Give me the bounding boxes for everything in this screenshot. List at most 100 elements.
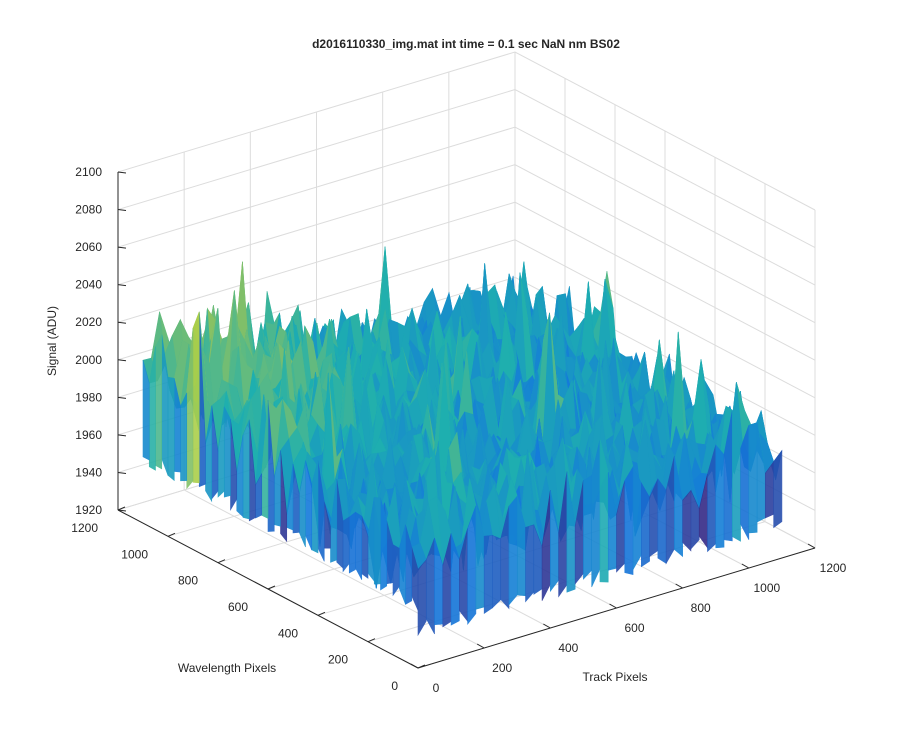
surface-skirt bbox=[373, 497, 381, 585]
surface-skirt bbox=[336, 479, 344, 569]
surface-skirt bbox=[255, 473, 263, 519]
surface-skirt bbox=[230, 419, 238, 511]
surface-skirt bbox=[180, 392, 188, 482]
surface-skirt bbox=[205, 405, 213, 503]
z-tick-label: 2020 bbox=[75, 315, 102, 329]
y-tick bbox=[367, 638, 376, 643]
surface-skirt bbox=[674, 455, 683, 558]
y-tick bbox=[267, 585, 276, 590]
surface-skirt bbox=[223, 406, 231, 498]
surface-skirt bbox=[583, 474, 592, 580]
z-tick bbox=[117, 284, 127, 287]
surface-skirt bbox=[342, 516, 350, 573]
surface-skirt bbox=[380, 497, 388, 591]
y-tick-label: 200 bbox=[328, 653, 348, 667]
surface-skirt bbox=[355, 511, 363, 580]
grid-line-z bbox=[117, 126, 816, 286]
z-tick-label: 2080 bbox=[75, 203, 102, 217]
surface-skirt bbox=[748, 422, 758, 534]
tick-labels: 1920194019601980200020202040206020802100… bbox=[71, 165, 846, 695]
z-tick bbox=[117, 359, 127, 362]
x-tick bbox=[741, 563, 750, 569]
surface-skirt bbox=[398, 524, 406, 605]
surface-skirt bbox=[624, 465, 634, 575]
surface-skirt bbox=[198, 311, 206, 488]
z-tick bbox=[117, 209, 127, 212]
surface-skirt bbox=[500, 506, 510, 610]
surface-skirt bbox=[715, 444, 725, 549]
z-axis-label: Signal (ADU) bbox=[45, 306, 59, 376]
x-axis-label: Track Pixels bbox=[583, 670, 648, 684]
surface-skirt bbox=[450, 533, 460, 626]
z-tick bbox=[117, 434, 127, 437]
surface-skirt bbox=[690, 490, 700, 550]
surface-skirt bbox=[292, 463, 300, 534]
surface-skirt bbox=[242, 419, 250, 520]
grid-line-z bbox=[117, 89, 816, 248]
surface-skirt bbox=[467, 505, 477, 625]
z-tick-label: 1980 bbox=[75, 390, 102, 404]
x-tick bbox=[675, 583, 683, 589]
y-tick-label: 0 bbox=[391, 679, 398, 693]
x-tick-label: 600 bbox=[624, 621, 644, 635]
surface-skirt bbox=[641, 481, 650, 568]
y-tick-label: 600 bbox=[228, 600, 248, 614]
surface-skirt bbox=[155, 334, 163, 470]
surface-skirt bbox=[599, 438, 609, 583]
z-tick bbox=[117, 321, 127, 324]
surface-skirt bbox=[508, 495, 518, 606]
y-tick bbox=[217, 559, 226, 564]
surface-skirt bbox=[682, 489, 692, 552]
surface-skirt bbox=[148, 346, 156, 471]
surface-skirt bbox=[525, 524, 535, 603]
z-tick bbox=[117, 396, 127, 399]
surface-skirt bbox=[773, 449, 783, 529]
y-tick-label: 400 bbox=[278, 626, 298, 640]
y-tick bbox=[117, 506, 126, 511]
surface-skirt bbox=[425, 537, 435, 635]
surface-skirt bbox=[192, 311, 200, 484]
grid-line-z bbox=[117, 51, 816, 211]
surface-mesh bbox=[142, 246, 783, 637]
y-tick-label: 1000 bbox=[121, 547, 148, 561]
chart-title: d2016110330_img.mat int time = 0.1 sec N… bbox=[312, 37, 620, 51]
surface-skirt bbox=[740, 425, 750, 540]
surface-skirt bbox=[142, 360, 150, 461]
surface-skirt bbox=[267, 400, 275, 532]
z-tick bbox=[117, 246, 127, 249]
z-tick-label: 1940 bbox=[75, 465, 102, 479]
surface-skirt bbox=[417, 559, 427, 637]
surface-skirt bbox=[492, 534, 502, 609]
x-tick-label: 1200 bbox=[820, 561, 847, 575]
surface-skirt bbox=[217, 406, 225, 498]
surface-skirt bbox=[657, 478, 667, 564]
surface-skirt bbox=[632, 466, 642, 571]
surface-skirt bbox=[405, 524, 413, 605]
tick-marks bbox=[117, 171, 816, 669]
z-tick bbox=[117, 471, 127, 474]
surface-skirt bbox=[248, 419, 256, 522]
x-tick-label: 200 bbox=[492, 661, 512, 675]
x-tick bbox=[476, 643, 485, 649]
z-tick-label: 1960 bbox=[75, 428, 102, 442]
x-tick bbox=[807, 543, 816, 549]
y-axis-label: Wavelength Pixels bbox=[178, 661, 276, 675]
surface-skirt bbox=[483, 535, 493, 614]
surface-skirt bbox=[731, 410, 741, 542]
z-tick-label: 2060 bbox=[75, 240, 102, 254]
surface-skirt bbox=[330, 479, 338, 563]
x-tick bbox=[543, 623, 551, 629]
z-tick bbox=[117, 509, 127, 512]
y-tick-label: 800 bbox=[178, 574, 198, 588]
x-tick bbox=[410, 663, 419, 669]
surface-skirt bbox=[392, 544, 400, 597]
z-tick-label: 2040 bbox=[75, 278, 102, 292]
surface-skirt bbox=[566, 471, 576, 593]
z-tick-label: 1920 bbox=[75, 503, 102, 517]
z-tick-label: 2000 bbox=[75, 353, 102, 367]
x-tick-label: 0 bbox=[433, 681, 440, 695]
surface-skirt bbox=[167, 376, 175, 482]
surface-skirt bbox=[348, 511, 356, 574]
y-tick bbox=[417, 664, 426, 669]
